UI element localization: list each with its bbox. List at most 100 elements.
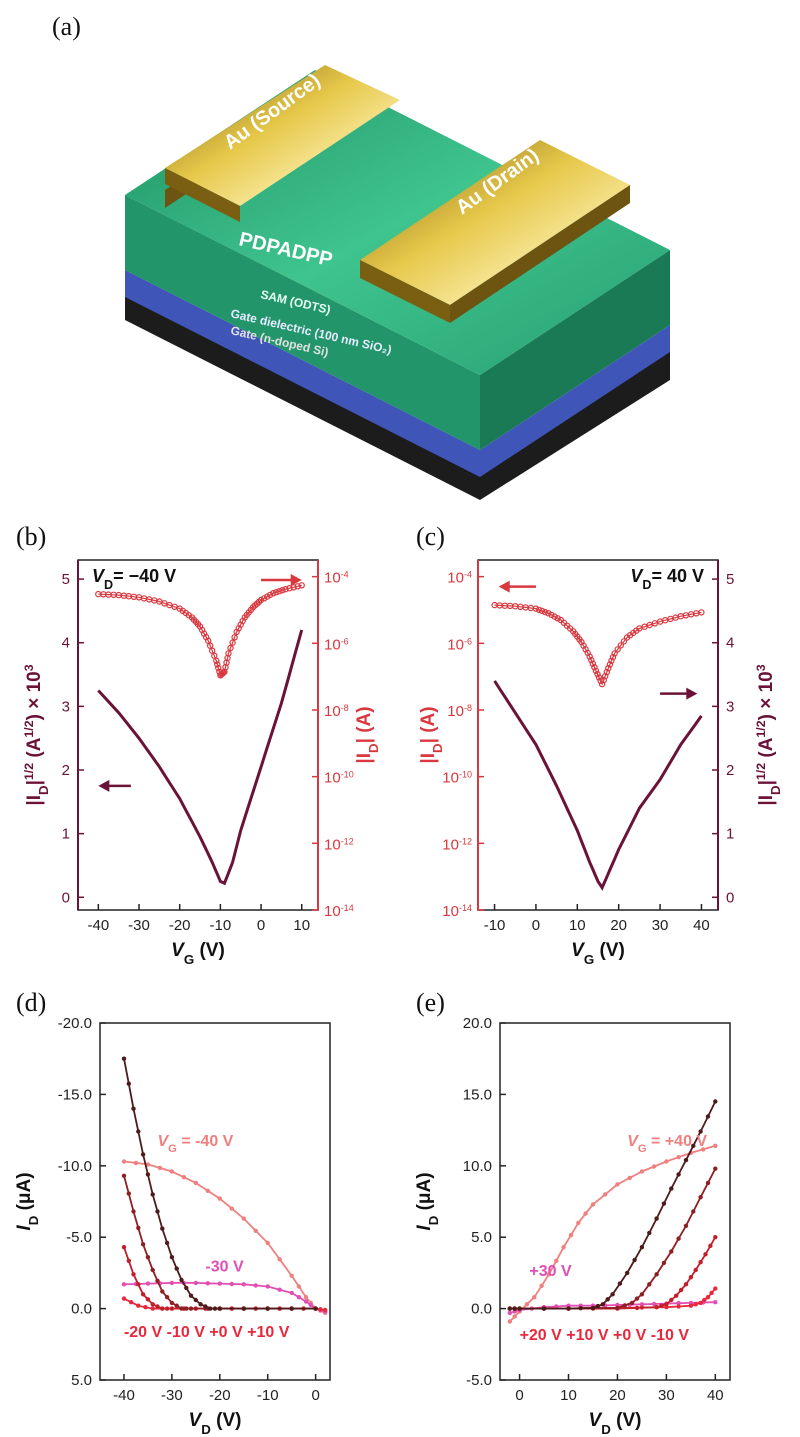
data-point (705, 1180, 711, 1186)
data-point (676, 1172, 681, 1177)
data-point (155, 1209, 160, 1214)
series-line (493, 680, 703, 891)
series (121, 1280, 328, 1314)
data-point (131, 1209, 136, 1214)
plot-frame (99, 1022, 331, 1381)
data-point (600, 1302, 605, 1307)
data-point (651, 1301, 657, 1307)
data-point (174, 1266, 179, 1271)
data-point (279, 586, 286, 594)
data-point (145, 1162, 151, 1167)
x-tick-label: 10 (293, 917, 310, 934)
series-sqrt-current (97, 629, 304, 886)
data-point (203, 1304, 208, 1309)
data-point (693, 1302, 698, 1307)
data-point (282, 585, 289, 593)
y-tick-label-log: 10-12 (324, 836, 354, 853)
panel-label-a: (a) (52, 12, 81, 41)
panel-label-c: (c) (416, 522, 445, 551)
data-point (136, 1225, 141, 1231)
y-tick-label-linear: 3 (726, 698, 734, 715)
data-point (217, 1281, 222, 1286)
data-point (215, 664, 222, 672)
y-tick-label-log: 10-6 (447, 636, 472, 653)
data-point (164, 1306, 170, 1311)
x-tick-label: -10 (210, 917, 232, 934)
data-point (188, 1293, 194, 1298)
data-point (541, 1306, 547, 1311)
y-tick-label: -10.0 (58, 1158, 92, 1175)
y-tick-label-linear: 0 (62, 889, 70, 906)
data-point (713, 1300, 718, 1305)
gate-layer (125, 295, 670, 500)
x-tick-label: -10 (484, 917, 506, 934)
data-point (253, 1228, 258, 1233)
data-point (691, 1143, 696, 1148)
data-point (566, 1306, 571, 1311)
data-point (605, 664, 612, 672)
data-point (184, 1285, 189, 1291)
data-point (609, 653, 617, 661)
x-tick-label: 20 (609, 1387, 626, 1404)
y-tick-label-log: 10-8 (447, 703, 472, 720)
series-log-current (95, 582, 305, 679)
data-point (121, 1245, 127, 1250)
plot-frame (499, 1022, 731, 1381)
data-point (698, 1260, 703, 1265)
data-point (296, 1284, 302, 1289)
data-point (298, 582, 305, 589)
series (507, 1099, 718, 1311)
chart-e: 0 10 20 30 40 -5.0 0.0 5.0 10.0 15.0 20.0 VG = +40 … (414, 1015, 731, 1437)
data-point (241, 1306, 246, 1311)
y-tick-label-log: 10-4 (324, 570, 349, 587)
y-tick-label-linear: 5 (62, 571, 70, 588)
x-tick-label: -10 (257, 1387, 279, 1404)
series-label: +20 V +10 V +0 V -10 V (520, 1327, 690, 1344)
data-point (517, 1306, 522, 1311)
data-point (217, 1196, 222, 1201)
x-axis-title: VD (V) (589, 1410, 642, 1437)
data-point (639, 1245, 645, 1250)
data-point (590, 1202, 596, 1207)
data-point (683, 1223, 689, 1228)
data-point (591, 663, 598, 671)
data-point (121, 1296, 127, 1301)
dielectric-layer (125, 270, 670, 477)
series-line (123, 1246, 316, 1310)
data-point (225, 650, 232, 657)
data-point (693, 1267, 698, 1273)
y-tick-label: 0.0 (471, 1301, 492, 1318)
x-tick-label: 0 (257, 917, 265, 934)
data-point (600, 676, 607, 684)
y-axis-title-right: |ID|1/2 (A1/2) × 103 (754, 664, 783, 805)
data-point (323, 1307, 328, 1313)
data-point (229, 1206, 234, 1211)
data-point (313, 1306, 318, 1311)
axis-arrow (261, 574, 302, 586)
data-point (121, 1159, 127, 1164)
y-tick-label-linear: 2 (726, 762, 734, 779)
data-point (713, 1099, 718, 1104)
y-tick-label: 20.0 (463, 1015, 492, 1032)
data-point (659, 1303, 664, 1308)
data-point (669, 1186, 674, 1191)
data-point (705, 1295, 711, 1300)
drain-electrode-front (360, 260, 450, 323)
y-tick-label: -5.0 (66, 1229, 92, 1246)
axis-arrow (660, 687, 698, 700)
x-axis-title: VD (V) (189, 1410, 242, 1437)
data-point (140, 1242, 146, 1247)
y-tick-label-linear: 0 (726, 889, 734, 906)
data-point (703, 1252, 708, 1257)
data-point (164, 1240, 170, 1246)
data-point (260, 595, 268, 602)
data-point (140, 1292, 146, 1297)
data-point (289, 1273, 294, 1278)
data-point (538, 607, 546, 615)
data-point (620, 638, 628, 645)
data-point (617, 642, 624, 649)
chart-b: -40 -30 -20 -10 0 10 0 1 2 3 4 5 10-14 10-12 10-10 10-8… (22, 559, 381, 967)
data-point (654, 1216, 659, 1221)
data-point (198, 1302, 203, 1307)
arrow-head (498, 580, 510, 593)
